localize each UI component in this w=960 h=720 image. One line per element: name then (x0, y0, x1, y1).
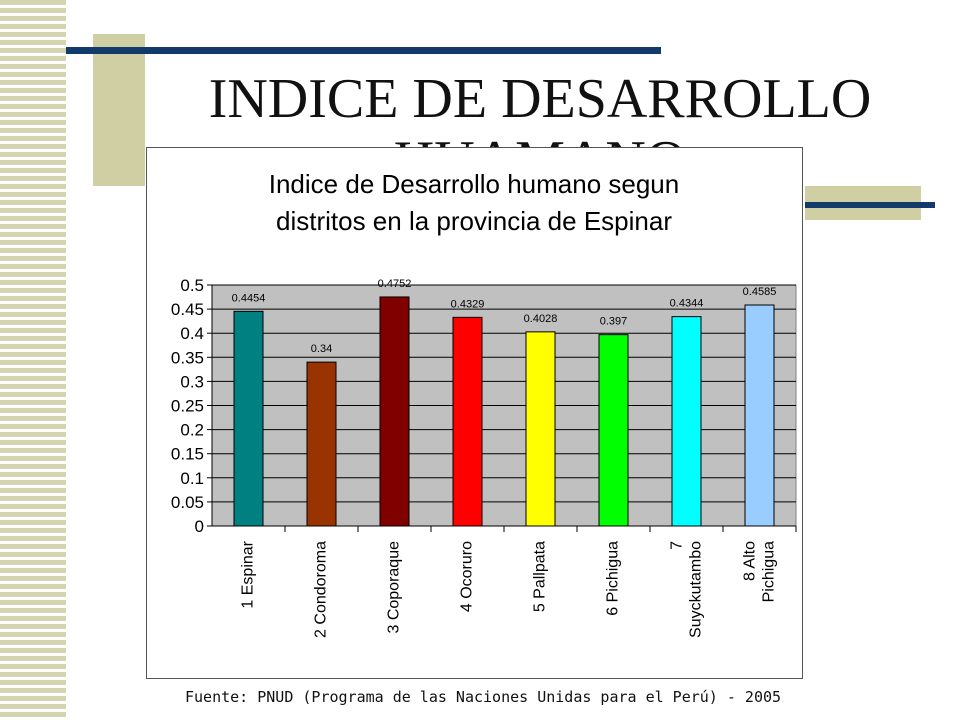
source-note: Fuente: PNUD (Programa de las Naciones U… (185, 688, 782, 706)
data-label: 0.34 (311, 343, 332, 355)
slide-title: INDICE DE DESARROLLO HUAMANO (208, 68, 872, 148)
data-label: 0.4344 (670, 298, 704, 310)
data-label: 0.397 (600, 316, 628, 328)
y-tick-label: 0.2 (180, 421, 204, 440)
bar-chart: Indice de Desarrollo humano segun distrit… (171, 169, 797, 638)
y-tick-label: 0.4 (180, 324, 204, 343)
bar (598, 334, 629, 527)
bar (671, 316, 702, 527)
x-tick-label: 2 Condoroma (313, 541, 330, 638)
y-tick-label: 0.35 (171, 348, 204, 367)
y-tick-label: 0.05 (171, 493, 204, 512)
y-tick-label: 0.5 (180, 276, 204, 295)
chart-title-line: distritos en la provincia de Espinar (276, 206, 672, 236)
data-label: 0.4028 (524, 313, 558, 325)
x-tick-label: 3 Coporaque (386, 541, 403, 634)
decorative-block-left (93, 34, 145, 186)
decorative-stripe (0, 0, 66, 720)
x-tick-label: 7 Suyckutambo (669, 541, 705, 638)
x-tick-label: 4 Ocoruro (459, 541, 476, 612)
data-label: 0.4585 (743, 286, 777, 298)
decorative-line-right (805, 202, 935, 208)
y-tick-label: 0 (195, 517, 204, 536)
x-tick-label: 6 Pichigua (605, 541, 622, 616)
x-tick-label: 1 Espinar (240, 540, 257, 608)
y-tick-label: 0.3 (180, 372, 204, 391)
x-tick-label: 8 Alto Pichigua (742, 541, 778, 602)
data-label: 0.4752 (378, 278, 412, 290)
y-tick-label: 0.25 (171, 397, 204, 416)
y-tick-label: 0.45 (171, 300, 204, 319)
bar (452, 316, 483, 527)
y-tick-label: 0.15 (171, 445, 204, 464)
x-tick-label: 5 Pallpata (532, 541, 549, 612)
data-label: 0.4329 (451, 298, 485, 310)
bar (233, 310, 264, 527)
chart-frame: Indice de Desarrollo humano segun distrit… (146, 147, 803, 679)
data-label: 0.4454 (232, 292, 266, 304)
bar (525, 331, 556, 527)
decorative-line-top (66, 47, 661, 54)
chart-title-line: Indice de Desarrollo humano segun (269, 169, 679, 199)
bar (306, 361, 337, 527)
bar (379, 296, 410, 527)
bar (744, 304, 775, 527)
y-tick-label: 0.1 (180, 469, 204, 488)
